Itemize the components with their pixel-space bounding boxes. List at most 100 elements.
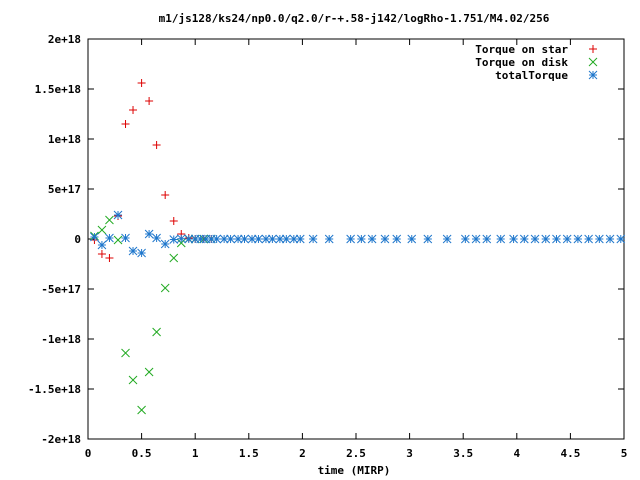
legend-label-total: totalTorque — [495, 69, 568, 82]
data-point — [219, 234, 229, 244]
legend-marker — [588, 57, 598, 67]
y-tick-label: -1.5e+18 — [28, 383, 81, 396]
legend-marker — [589, 45, 597, 53]
data-point — [392, 234, 402, 244]
data-point — [471, 234, 481, 244]
data-point — [562, 234, 572, 244]
data-point — [169, 235, 179, 244]
data-point — [105, 215, 114, 225]
x-tick-label: 2 — [299, 447, 306, 460]
data-point — [113, 235, 123, 245]
data-point — [169, 217, 178, 225]
x-tick-label: 0.5 — [132, 447, 152, 460]
x-tick-label: 4 — [513, 447, 520, 460]
data-point — [281, 234, 291, 244]
data-point — [160, 239, 170, 249]
data-point — [161, 191, 170, 199]
data-point — [594, 234, 604, 244]
legend: Torque on star Torque on disk totalTorqu… — [475, 43, 598, 82]
data-point — [160, 283, 170, 293]
data-point — [105, 233, 114, 243]
y-tick-label: -5e+17 — [41, 283, 81, 296]
data-point — [380, 234, 390, 244]
x-axis-label: time (MIRP) — [318, 464, 391, 477]
legend-marker — [588, 70, 598, 80]
data-point — [121, 233, 130, 243]
data-point — [367, 234, 377, 244]
data-point — [176, 238, 186, 248]
data-point — [584, 234, 593, 244]
data-point — [407, 234, 417, 244]
data-point — [137, 248, 146, 258]
data-point — [113, 210, 123, 220]
data-point — [541, 234, 551, 244]
series-1 — [90, 215, 216, 415]
y-tick-label: -2e+18 — [41, 433, 81, 446]
legend-label-star: Torque on star — [475, 43, 568, 56]
data-point — [240, 234, 249, 244]
x-tick-label: 0 — [85, 447, 92, 460]
data-point — [97, 240, 107, 250]
legend-label-disk: Torque on disk — [475, 56, 568, 69]
data-point — [176, 234, 186, 244]
data-point — [519, 234, 529, 244]
x-tick-label: 1.5 — [239, 447, 259, 460]
x-axis: 0 0.5 1 1.5 2 2.5 3 3.5 4 4.5 5 — [85, 39, 628, 460]
series-2 — [90, 210, 626, 258]
y-tick-label: 0 — [74, 233, 81, 246]
data-point — [137, 79, 146, 87]
data-point — [552, 234, 561, 244]
data-point — [423, 234, 433, 244]
data-point — [357, 234, 366, 244]
y-tick-label: 2e+18 — [48, 33, 81, 46]
data-point — [145, 97, 154, 105]
data-point — [442, 234, 452, 244]
y-tick-label: -1e+18 — [41, 333, 81, 346]
data-point — [605, 234, 615, 244]
y-axis: 2e+18 1.5e+18 1e+18 5e+17 0 -5e+17 -1e+18 -1.5e… — [28, 33, 624, 446]
data-point — [128, 375, 138, 385]
data-point — [121, 348, 130, 358]
chart-title: m1/js128/ks24/np0.0/q2.0/r-+.58-j142/log… — [159, 12, 550, 25]
data-point — [184, 234, 194, 244]
data-point — [152, 141, 161, 149]
data-point — [346, 234, 355, 244]
x-tick-label: 3 — [406, 447, 413, 460]
data-points — [90, 79, 626, 415]
data-point — [482, 234, 492, 244]
data-point — [121, 120, 130, 128]
data-point — [97, 250, 106, 258]
data-point — [496, 234, 506, 244]
data-point — [616, 234, 626, 244]
data-point — [573, 234, 583, 244]
x-tick-label: 5 — [621, 447, 628, 460]
data-point — [169, 253, 179, 263]
data-point — [90, 232, 99, 242]
data-point — [295, 234, 305, 244]
x-tick-label: 2.5 — [346, 447, 366, 460]
data-point — [509, 234, 518, 244]
data-point — [128, 246, 138, 256]
x-tick-label: 1 — [192, 447, 199, 460]
data-point — [144, 229, 154, 239]
data-point — [144, 367, 154, 377]
data-point — [105, 254, 114, 262]
data-point — [129, 106, 138, 114]
data-point — [152, 233, 161, 243]
data-point — [97, 225, 107, 235]
x-tick-label: 3.5 — [453, 447, 473, 460]
data-point — [530, 234, 540, 244]
data-point — [212, 234, 221, 244]
data-point — [152, 327, 161, 337]
y-tick-label: 1.5e+18 — [35, 83, 81, 96]
y-tick-label: 5e+17 — [48, 183, 81, 196]
data-point — [289, 234, 299, 244]
y-tick-label: 1e+18 — [48, 133, 81, 146]
data-point — [460, 234, 470, 244]
x-tick-label: 4.5 — [560, 447, 580, 460]
data-point — [226, 234, 235, 244]
data-point — [324, 234, 334, 244]
data-point — [137, 405, 146, 415]
data-point — [254, 234, 263, 244]
